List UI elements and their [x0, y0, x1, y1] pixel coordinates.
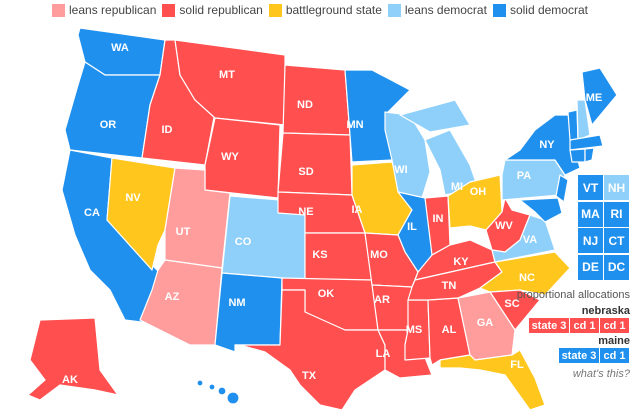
state-ak[interactable] — [27, 317, 119, 401]
state-label-in: IN — [433, 213, 444, 225]
state-label-mn: MN — [346, 119, 363, 131]
state-label-nv: NV — [125, 192, 141, 204]
legend-item-leans-democrat: leans democrat — [387, 3, 487, 17]
maine-label: maine — [598, 335, 630, 347]
state-label-ut: UT — [176, 226, 191, 238]
state-label-mi: MI — [451, 181, 463, 193]
state-label-ia: IA — [352, 204, 363, 216]
swatch — [52, 3, 66, 17]
small-state-vt[interactable]: VT — [578, 175, 603, 200]
allocation-box[interactable]: state 3 — [559, 348, 599, 363]
state-label-ne: NE — [298, 206, 313, 218]
state-label-nc: NC — [519, 272, 535, 284]
state-label-sc: SC — [504, 298, 519, 310]
allocation-box[interactable]: cd 1 — [570, 318, 599, 333]
state-label-wv: WV — [495, 220, 513, 232]
state-label-wy: WY — [221, 151, 239, 163]
state-label-tx: TX — [302, 370, 317, 382]
small-state-ct[interactable]: CT — [604, 228, 629, 253]
small-state-de[interactable]: DE — [578, 254, 603, 280]
state-label-nm: NM — [228, 297, 245, 309]
state-label-nd: ND — [297, 99, 313, 111]
swatch — [492, 3, 506, 17]
state-label-ar: AR — [374, 294, 390, 306]
state-label-pa: PA — [517, 170, 532, 182]
state-nd[interactable] — [282, 64, 351, 136]
map-legend: leans republican solid republican battle… — [0, 3, 640, 17]
state-nh[interactable] — [576, 99, 591, 141]
state-hi[interactable] — [208, 383, 216, 391]
state-label-id: ID — [162, 124, 173, 136]
state-hi[interactable] — [196, 379, 204, 387]
state-nj[interactable] — [555, 174, 569, 203]
state-label-al: AL — [442, 324, 457, 336]
state-fl[interactable] — [439, 349, 546, 411]
small-state-dc[interactable]: DC — [604, 254, 629, 280]
state-label-ms: MS — [406, 324, 423, 336]
state-hi[interactable] — [226, 391, 240, 405]
small-state-ri[interactable]: RI — [604, 201, 629, 227]
state-label-ga: GA — [477, 317, 494, 329]
whats-this-link[interactable]: what's this? — [572, 368, 630, 380]
state-label-ny: NY — [539, 139, 555, 151]
proportional-title: proportional allocations — [516, 289, 630, 301]
legend-item-leans-republican: leans republican — [52, 3, 156, 17]
state-label-va: VA — [523, 234, 538, 246]
state-label-oh: OH — [470, 186, 487, 198]
allocation-box[interactable]: cd 1 — [600, 348, 629, 363]
state-label-fl: FL — [510, 359, 524, 371]
state-ma[interactable] — [569, 134, 604, 151]
state-hi[interactable] — [217, 386, 227, 396]
state-label-wa: WA — [111, 42, 129, 54]
state-me[interactable] — [581, 67, 618, 126]
state-label-ks: KS — [312, 249, 327, 261]
state-label-ky: KY — [453, 256, 469, 268]
state-label-sd: SD — [298, 166, 313, 178]
allocation-box[interactable]: state 3 — [529, 318, 569, 333]
state-md[interactable] — [519, 197, 563, 223]
nebraska-label: nebraska — [581, 305, 630, 317]
state-label-me: ME — [586, 92, 603, 104]
state-ri[interactable] — [584, 147, 595, 163]
state-label-ok: OK — [318, 288, 335, 300]
state-mi[interactable] — [399, 99, 471, 133]
state-label-mo: MO — [370, 249, 388, 261]
legend-item-solid-democrat: solid democrat — [492, 3, 588, 17]
state-vt[interactable] — [567, 109, 579, 141]
state-wy[interactable] — [204, 117, 281, 199]
state-label-or: OR — [100, 119, 117, 131]
legend-item-solid-republican: solid republican — [162, 3, 263, 17]
swatch — [162, 3, 176, 17]
state-label-ak: AK — [62, 374, 78, 386]
state-label-mt: MT — [219, 69, 235, 81]
state-tx[interactable] — [234, 289, 386, 411]
small-state-nj[interactable]: NJ — [578, 228, 603, 253]
legend-item-battleground: battleground state — [268, 3, 382, 17]
state-label-ca: CA — [84, 207, 100, 219]
swatch — [268, 3, 282, 17]
state-label-la: LA — [376, 348, 391, 360]
state-label-tn: TN — [442, 280, 457, 292]
swatch — [387, 3, 401, 17]
state-pa[interactable] — [501, 159, 566, 201]
small-state-nh[interactable]: NH — [604, 175, 629, 200]
state-nm[interactable] — [214, 272, 283, 353]
state-ct[interactable] — [569, 148, 586, 163]
allocation-box[interactable]: cd 1 — [600, 318, 629, 333]
state-label-co: CO — [235, 236, 252, 248]
state-label-az: AZ — [165, 291, 180, 303]
state-sd[interactable] — [277, 132, 353, 196]
small-state-ma[interactable]: MA — [578, 201, 603, 227]
state-label-il: IL — [407, 221, 417, 233]
state-label-wi: WI — [394, 164, 407, 176]
